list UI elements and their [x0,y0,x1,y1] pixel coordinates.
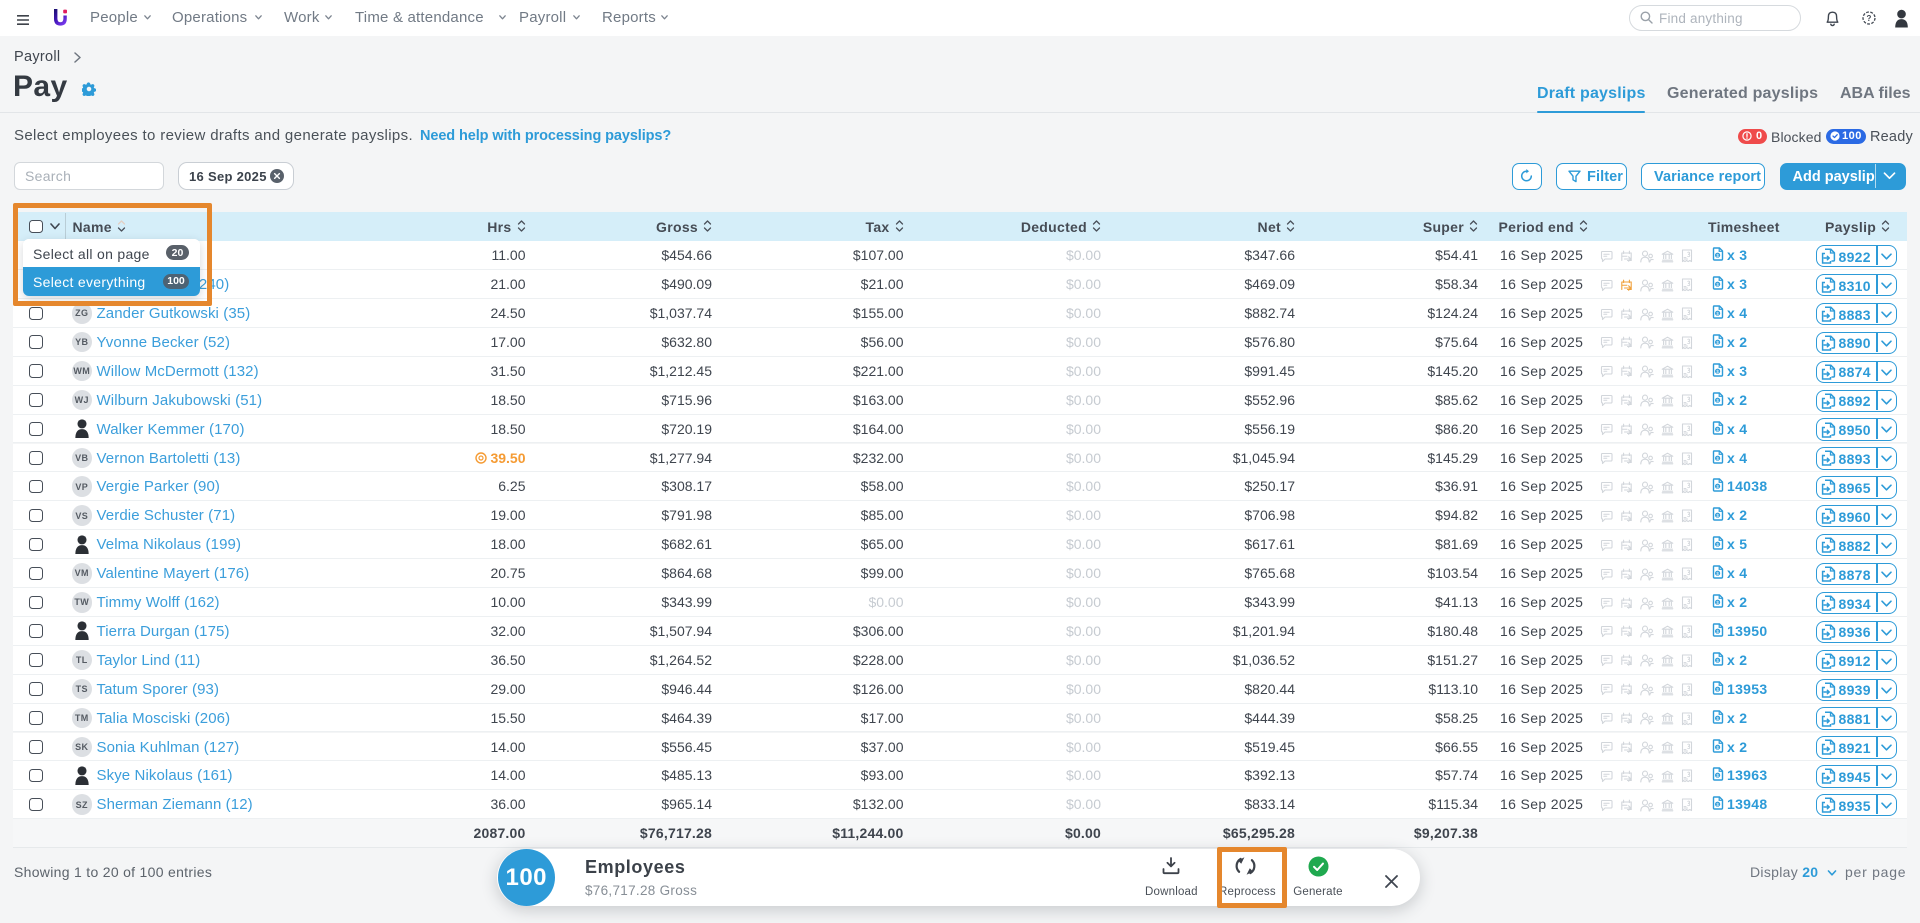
svg-text:$: $ [1716,687,1719,692]
svg-text:$: $ [1716,600,1719,605]
svg-text:$: $ [1716,398,1719,403]
svg-text:$: $ [1716,426,1719,431]
svg-text:$: $ [1716,571,1719,576]
svg-text:$: $ [1716,513,1719,518]
svg-text:$: $ [1716,282,1719,287]
svg-text:$: $ [1716,369,1719,374]
svg-text:$: $ [1716,455,1719,460]
svg-text:$: $ [1716,311,1719,316]
svg-text:$: $ [1716,629,1719,634]
svg-text:$: $ [1716,744,1719,749]
svg-text:?: ? [1867,14,1872,23]
svg-text:$: $ [1716,773,1719,778]
svg-text:$: $ [1716,715,1719,720]
svg-text:$: $ [1716,542,1719,547]
svg-text:$: $ [1716,658,1719,663]
svg-text:$: $ [1716,340,1719,345]
svg-text:$: $ [1716,484,1719,489]
svg-text:$: $ [1716,253,1719,258]
svg-text:$: $ [1716,802,1719,807]
